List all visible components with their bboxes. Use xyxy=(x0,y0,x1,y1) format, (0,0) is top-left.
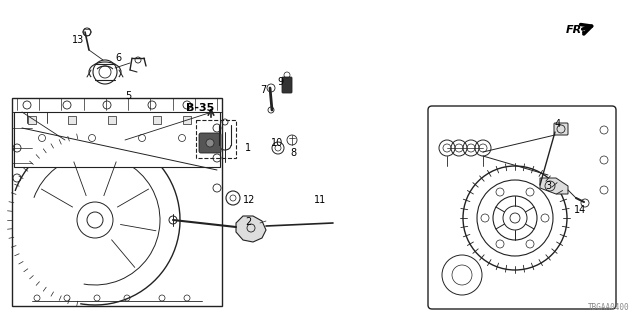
FancyBboxPatch shape xyxy=(12,98,222,306)
FancyBboxPatch shape xyxy=(428,106,616,309)
Text: 6: 6 xyxy=(115,53,121,63)
FancyBboxPatch shape xyxy=(199,133,221,153)
FancyBboxPatch shape xyxy=(14,112,220,167)
Text: 14: 14 xyxy=(574,205,586,215)
Text: FR.: FR. xyxy=(566,25,586,35)
Polygon shape xyxy=(236,216,266,242)
Text: 12: 12 xyxy=(243,195,255,205)
Text: 4: 4 xyxy=(555,119,561,129)
Text: 5: 5 xyxy=(125,91,131,101)
FancyBboxPatch shape xyxy=(554,123,568,135)
Text: 2: 2 xyxy=(245,217,251,227)
Circle shape xyxy=(206,139,214,147)
Text: TBGAA0400: TBGAA0400 xyxy=(588,303,630,312)
Text: 1: 1 xyxy=(245,143,251,153)
Bar xyxy=(183,116,191,124)
Text: 7: 7 xyxy=(260,85,266,95)
Text: 11: 11 xyxy=(314,195,326,205)
Text: 8: 8 xyxy=(290,148,296,158)
Text: 13: 13 xyxy=(72,35,84,45)
Text: B-35: B-35 xyxy=(186,103,214,113)
Polygon shape xyxy=(540,178,568,194)
Text: 9: 9 xyxy=(277,77,283,87)
Bar xyxy=(108,116,116,124)
Bar xyxy=(68,116,76,124)
Bar xyxy=(153,116,161,124)
Text: 10: 10 xyxy=(271,138,283,148)
Bar xyxy=(28,116,36,124)
Text: 3: 3 xyxy=(545,181,551,191)
FancyBboxPatch shape xyxy=(282,77,292,93)
